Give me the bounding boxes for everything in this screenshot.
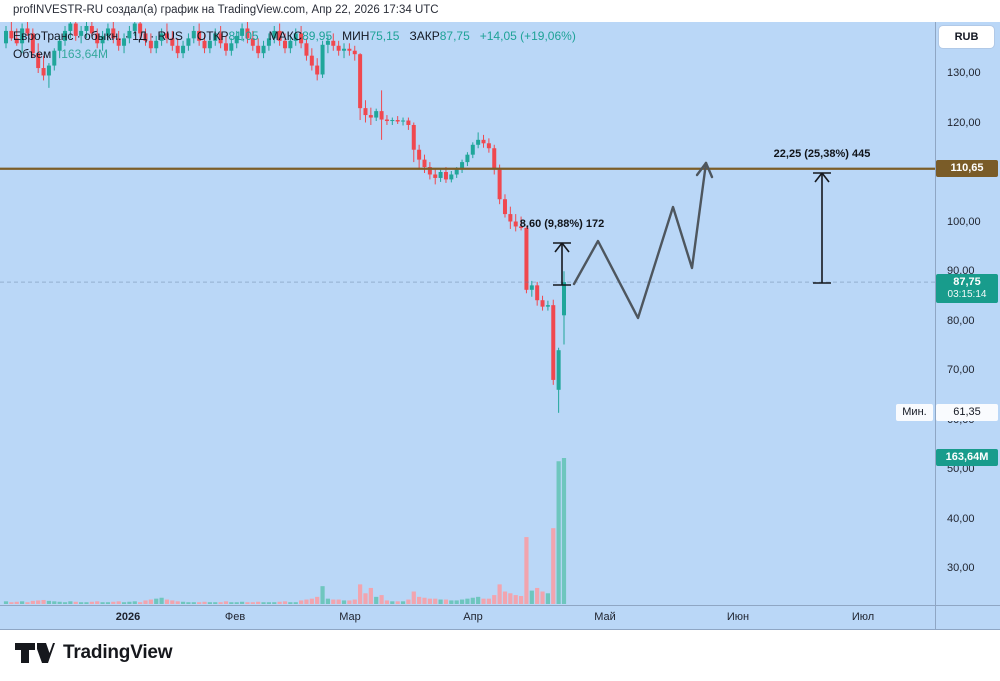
- legend-change: +14,05 (+19,06%): [479, 29, 576, 43]
- price-tick: 90,00: [947, 265, 975, 277]
- price-tick: 70,00: [947, 364, 975, 376]
- volume-value: 163,64М: [61, 47, 108, 61]
- currency-toggle-button[interactable]: RUB: [939, 26, 994, 48]
- price-tick: 40,00: [947, 512, 975, 525]
- candlestick-canvas[interactable]: [0, 22, 935, 605]
- price-tick: 130,00: [947, 67, 981, 79]
- legend-volume-row[interactable]: Объем 163,64М: [13, 45, 576, 63]
- legend-close: ЗАКР87,75: [409, 29, 470, 43]
- time-tick: Июн: [726, 611, 750, 623]
- time-tick: Июл: [851, 611, 875, 623]
- chart-legend: ЕвроТранс · обыкн. · 1Д · RUS ОТКР81,05 …: [13, 27, 576, 63]
- chart-region: ЕвроТранс · обыкн. · 1Д · RUS ОТКР81,05 …: [0, 22, 1000, 630]
- time-axis[interactable]: 2026 Фев Мар Апр Май Июн Июл: [0, 605, 1000, 630]
- legend-high: МАКС89,95: [268, 29, 333, 43]
- attribution-bar: profINVESTR-RU создал(а) график на Tradi…: [0, 0, 1000, 22]
- time-tick: 2026: [115, 611, 141, 623]
- volume-label: Объем: [13, 47, 52, 61]
- min-marker-label: Мин.: [896, 403, 933, 421]
- price-range-label-2[interactable]: 22,25 (25,38%) 445: [773, 148, 871, 160]
- time-tick: Мар: [339, 611, 361, 623]
- tradingview-logo[interactable]: TradingView: [14, 641, 173, 665]
- attribution-text: profINVESTR-RU создал(а) график на Tradi…: [13, 4, 439, 16]
- tradingview-logo-text: TradingView: [63, 642, 173, 663]
- price-range-label-1[interactable]: 8,60 (9,88%) 172: [519, 218, 605, 230]
- bar-countdown: 03:15:14: [947, 289, 987, 301]
- price-tick: 30,00: [947, 562, 975, 574]
- symbol-title[interactable]: ЕвроТранс · обыкн. · 1Д · RUS: [13, 29, 183, 43]
- footer-bar: TradingView: [0, 630, 1000, 681]
- level-price-chip: 110,65: [936, 159, 998, 177]
- legend-main-row[interactable]: ЕвроТранс · обыкн. · 1Д · RUS ОТКР81,05 …: [13, 27, 576, 45]
- volume-value-chip: 163,64М: [936, 449, 998, 466]
- legend-low: МИН75,15: [342, 29, 400, 43]
- min-price-chip: 61,35: [936, 403, 998, 421]
- legend-open: ОТКР81,05: [196, 29, 259, 43]
- time-tick: Апр: [463, 611, 483, 623]
- chart-pane[interactable]: [0, 22, 935, 605]
- last-price-chip: 87,75 03:15:14: [936, 274, 998, 304]
- price-tick: 100,00: [947, 215, 981, 228]
- tradingview-logo-icon: [15, 643, 55, 663]
- price-tick: 50,00: [947, 463, 975, 475]
- price-tick: 80,00: [947, 314, 975, 327]
- price-axis[interactable]: 130,00120,00110,00100,0090,0080,0070,006…: [935, 22, 1000, 605]
- time-tick: Май: [594, 611, 616, 623]
- time-tick: Фев: [224, 611, 246, 623]
- price-tick: 120,00: [947, 116, 981, 129]
- axis-corner-separator: [935, 606, 936, 629]
